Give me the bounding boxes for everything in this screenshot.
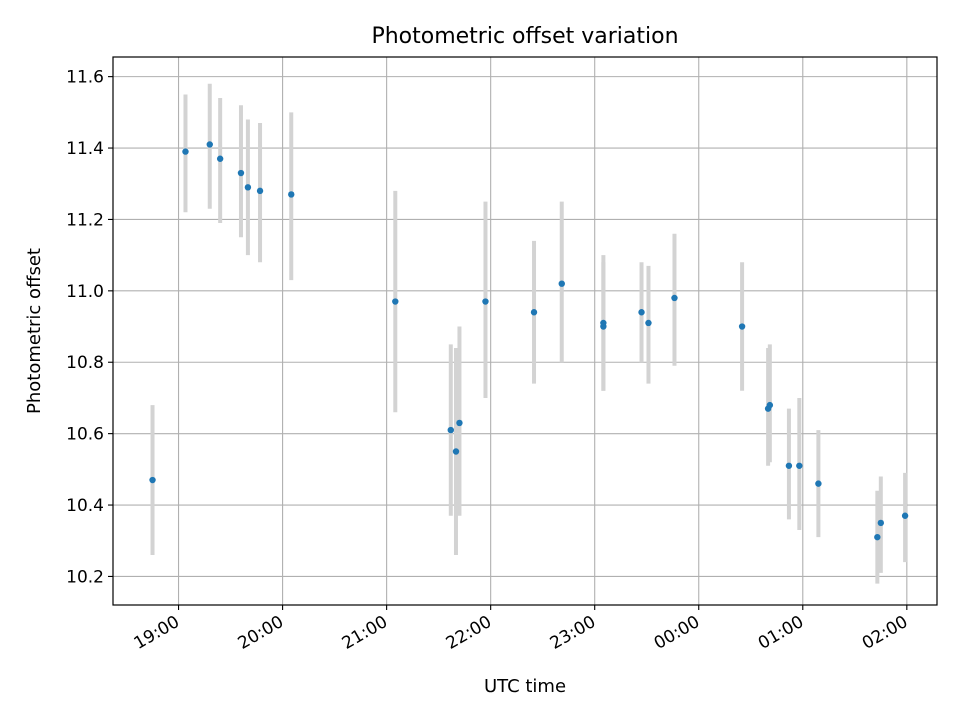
data-point [447, 426, 454, 434]
data-point [530, 309, 538, 316]
x-axis-label: UTC time [484, 676, 566, 697]
data-point [645, 319, 652, 327]
data-point [288, 191, 295, 198]
data-point [149, 476, 156, 484]
y-tick-label: 10.4 [66, 496, 104, 516]
data-point [901, 512, 909, 519]
data-point [638, 309, 645, 316]
data-point [456, 419, 463, 427]
data-point [600, 323, 607, 330]
grid-layer [113, 57, 937, 605]
data-point [785, 462, 793, 469]
data-point [244, 184, 252, 191]
data-point [796, 462, 803, 469]
data-point [482, 298, 489, 305]
y-axis-label: Photometric offset [24, 248, 45, 414]
data-point [815, 480, 822, 487]
y-axis: 10.2 10.4 10.6 10.8 11.0 11.2 11.4 11.6 [66, 68, 113, 587]
y-tick-label: 11.4 [66, 139, 104, 159]
data-point [216, 155, 224, 162]
y-tick-label: 10.8 [66, 353, 104, 373]
data-point [206, 141, 213, 148]
point-layer [149, 141, 909, 541]
plot-frame [112, 56, 938, 606]
data-point [766, 401, 774, 409]
data-point [452, 448, 460, 455]
data-point [874, 533, 881, 541]
y-tick-label: 10.2 [66, 567, 104, 587]
data-point [182, 148, 189, 155]
data-point [256, 187, 264, 195]
data-point [671, 294, 678, 302]
y-tick-label: 11.6 [66, 68, 104, 88]
y-tick-label: 10.6 [66, 425, 104, 445]
data-point [392, 298, 399, 305]
data-point [237, 169, 245, 177]
data-point [738, 323, 746, 330]
y-tick-label: 11.0 [66, 282, 104, 302]
data-point [877, 519, 885, 527]
y-tick-label: 11.2 [66, 210, 104, 230]
chart-title: Photometric offset variation [371, 24, 678, 49]
data-point [558, 280, 565, 287]
